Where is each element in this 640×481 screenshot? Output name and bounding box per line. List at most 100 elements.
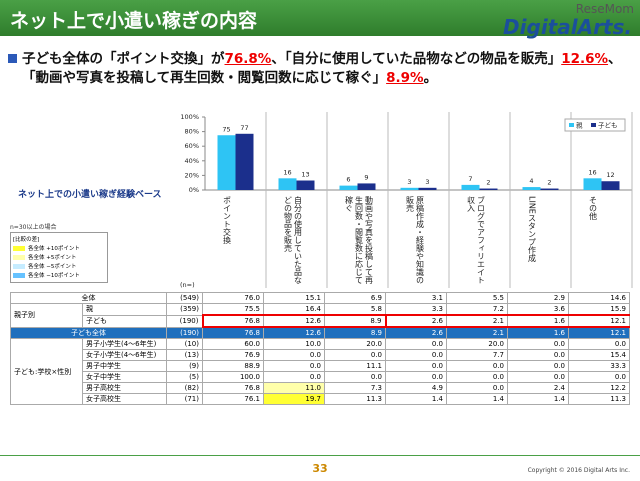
value-cell: 1.6 bbox=[507, 326, 569, 339]
value-cell: 0.0 bbox=[263, 371, 325, 383]
value-cell: 0.0 bbox=[446, 360, 508, 372]
row-label: 子ども bbox=[82, 314, 167, 328]
value-cell: 11.3 bbox=[568, 393, 630, 405]
bar bbox=[601, 181, 620, 190]
value-cell: 76.8 bbox=[202, 326, 264, 339]
value-cell: 16.4 bbox=[263, 303, 325, 316]
value-cell: 75.5 bbox=[202, 303, 264, 316]
row-label: 男子高校生 bbox=[82, 382, 167, 394]
value-cell: 2.4 bbox=[507, 382, 569, 394]
value-cell: 5.5 bbox=[446, 292, 508, 304]
value-cell: 20.0 bbox=[446, 338, 508, 350]
value-cell: 7.2 bbox=[446, 303, 508, 316]
value-cell: 0.0 bbox=[324, 349, 386, 361]
key-label: 各全体 −5ポイント bbox=[28, 264, 77, 270]
value-cell: 20.0 bbox=[324, 338, 386, 350]
value-cell: 12.2 bbox=[568, 382, 630, 394]
legend-label: 親 bbox=[576, 121, 583, 130]
category-label: ブログでアフィリエイト収入 bbox=[466, 196, 486, 284]
category-label: その他 bbox=[588, 196, 598, 220]
legend: 親 子ども bbox=[564, 118, 626, 132]
value-cell: 76.1 bbox=[202, 393, 264, 405]
value-cell: 100.0 bbox=[202, 371, 264, 383]
category-label: 動画や写真を投稿して再生回数・閲覧数に応じて稼ぐ bbox=[344, 196, 374, 284]
value-cell: 0.0 bbox=[507, 349, 569, 361]
value-label: 3 bbox=[407, 178, 411, 186]
value-cell: 12.1 bbox=[568, 326, 630, 339]
key-item: 各全体 +5ポイント bbox=[13, 253, 105, 261]
value-cell: 1.4 bbox=[446, 393, 508, 405]
value-cell: 7.3 bbox=[324, 382, 386, 394]
value-cell: 15.9 bbox=[568, 303, 630, 316]
footer-line bbox=[0, 455, 640, 456]
value-cell: 0.0 bbox=[507, 338, 569, 350]
value-cell: 0.0 bbox=[385, 360, 447, 372]
bar bbox=[278, 178, 297, 190]
subtitle-text: 、「動画や写真を投稿して再生回数・閲覧回数に応じて稼ぐ」 bbox=[22, 51, 622, 86]
value-cell: 4.9 bbox=[385, 382, 447, 394]
value-cell: 15.1 bbox=[263, 292, 325, 304]
chart: 0% 20% 40% 60% 80% 100% 75 16 6 3 7 4 16 77 13 9 3 2 2 12 親 子… bbox=[180, 112, 633, 289]
watermark: ReseMom bbox=[575, 2, 634, 16]
page-number: 33 bbox=[312, 462, 328, 475]
value-label: 3 bbox=[425, 178, 429, 186]
subtitle-text: 子ども全体の「ポイント交換」が bbox=[22, 51, 225, 67]
value-cell: 3.3 bbox=[385, 303, 447, 316]
value-cell: 19.7 bbox=[263, 393, 325, 405]
value-cell: 88.9 bbox=[202, 360, 264, 372]
n-cell: (549) bbox=[166, 292, 203, 304]
highlight: 76.8% bbox=[224, 51, 272, 67]
value-cell: 60.0 bbox=[202, 338, 264, 350]
y-tick-label: 60% bbox=[185, 142, 199, 150]
table-row: 親子別親 (359) 75.5 16.4 5.8 3.3 7.2 3.6 15.9 bbox=[10, 303, 630, 328]
value-label: 75 bbox=[222, 125, 230, 133]
value-label: 77 bbox=[240, 124, 248, 132]
table: 全体 (549) 76.0 15.1 6.9 3.1 5.5 2.9 14.6 親子別親 (359)… bbox=[10, 292, 630, 405]
value-cell: 15.4 bbox=[568, 349, 630, 361]
legend-swatch bbox=[569, 123, 574, 127]
bar bbox=[583, 178, 602, 190]
category-label: ポイント交換 bbox=[222, 196, 232, 244]
value-label: 4 bbox=[529, 177, 533, 185]
value-label: 13 bbox=[301, 171, 309, 179]
bar bbox=[540, 188, 559, 190]
y-tick-label: 80% bbox=[185, 128, 199, 136]
n-cell: (82) bbox=[166, 382, 203, 394]
y-tick-label: 0% bbox=[189, 186, 199, 194]
value-cell: 0.0 bbox=[324, 371, 386, 383]
table-row: 女子小学生(4〜6年生) (13) 76.9 0.0 0.0 0.0 7.7 0.0 15.4 bbox=[11, 349, 630, 361]
value-cell: 3.1 bbox=[385, 292, 447, 304]
bar bbox=[357, 183, 376, 190]
category-label: 原稿作成・経験や知識の販売 bbox=[405, 196, 425, 284]
key-swatch bbox=[13, 245, 25, 251]
bullet bbox=[8, 54, 17, 63]
value-label: 6 bbox=[346, 176, 350, 184]
logo: DigitalArts. bbox=[503, 15, 632, 39]
value-cell: 76.8 bbox=[202, 382, 264, 394]
table-row: 全体 (549) 76.0 15.1 6.9 3.1 5.5 2.9 14.6 bbox=[10, 292, 630, 304]
header-bar bbox=[0, 0, 640, 36]
key-title: [比較の差] bbox=[13, 237, 40, 243]
value-cell: 76.0 bbox=[202, 292, 264, 304]
value-label: 16 bbox=[283, 168, 291, 176]
value-cell: 11.1 bbox=[324, 360, 386, 372]
value-label: 2 bbox=[547, 179, 551, 187]
n-cell: (10) bbox=[166, 338, 203, 350]
value-cell: 11.0 bbox=[263, 382, 325, 394]
group-label: 親子別 bbox=[10, 303, 83, 328]
n-cell: (9) bbox=[166, 360, 203, 372]
row-label: 親 bbox=[82, 303, 167, 316]
diff-key: [比較の差] 各全体 +10ポイント 各全体 +5ポイント 各全体 −5ポイント 各全体… bbox=[10, 232, 108, 283]
category-label: 自分の使用していた品などの物品を販売 bbox=[283, 196, 303, 284]
value-cell: 0.0 bbox=[385, 371, 447, 383]
value-label: 16 bbox=[588, 168, 596, 176]
value-label: 7 bbox=[468, 175, 472, 183]
n-cell: (359) bbox=[166, 303, 203, 316]
value-cell: 14.6 bbox=[568, 292, 630, 304]
value-cell: 1.4 bbox=[507, 393, 569, 405]
value-cell: 76.9 bbox=[202, 349, 264, 361]
n-cell: (190) bbox=[166, 314, 203, 328]
value-cell: 0.0 bbox=[507, 360, 569, 372]
value-cell: 12.6 bbox=[263, 314, 325, 328]
